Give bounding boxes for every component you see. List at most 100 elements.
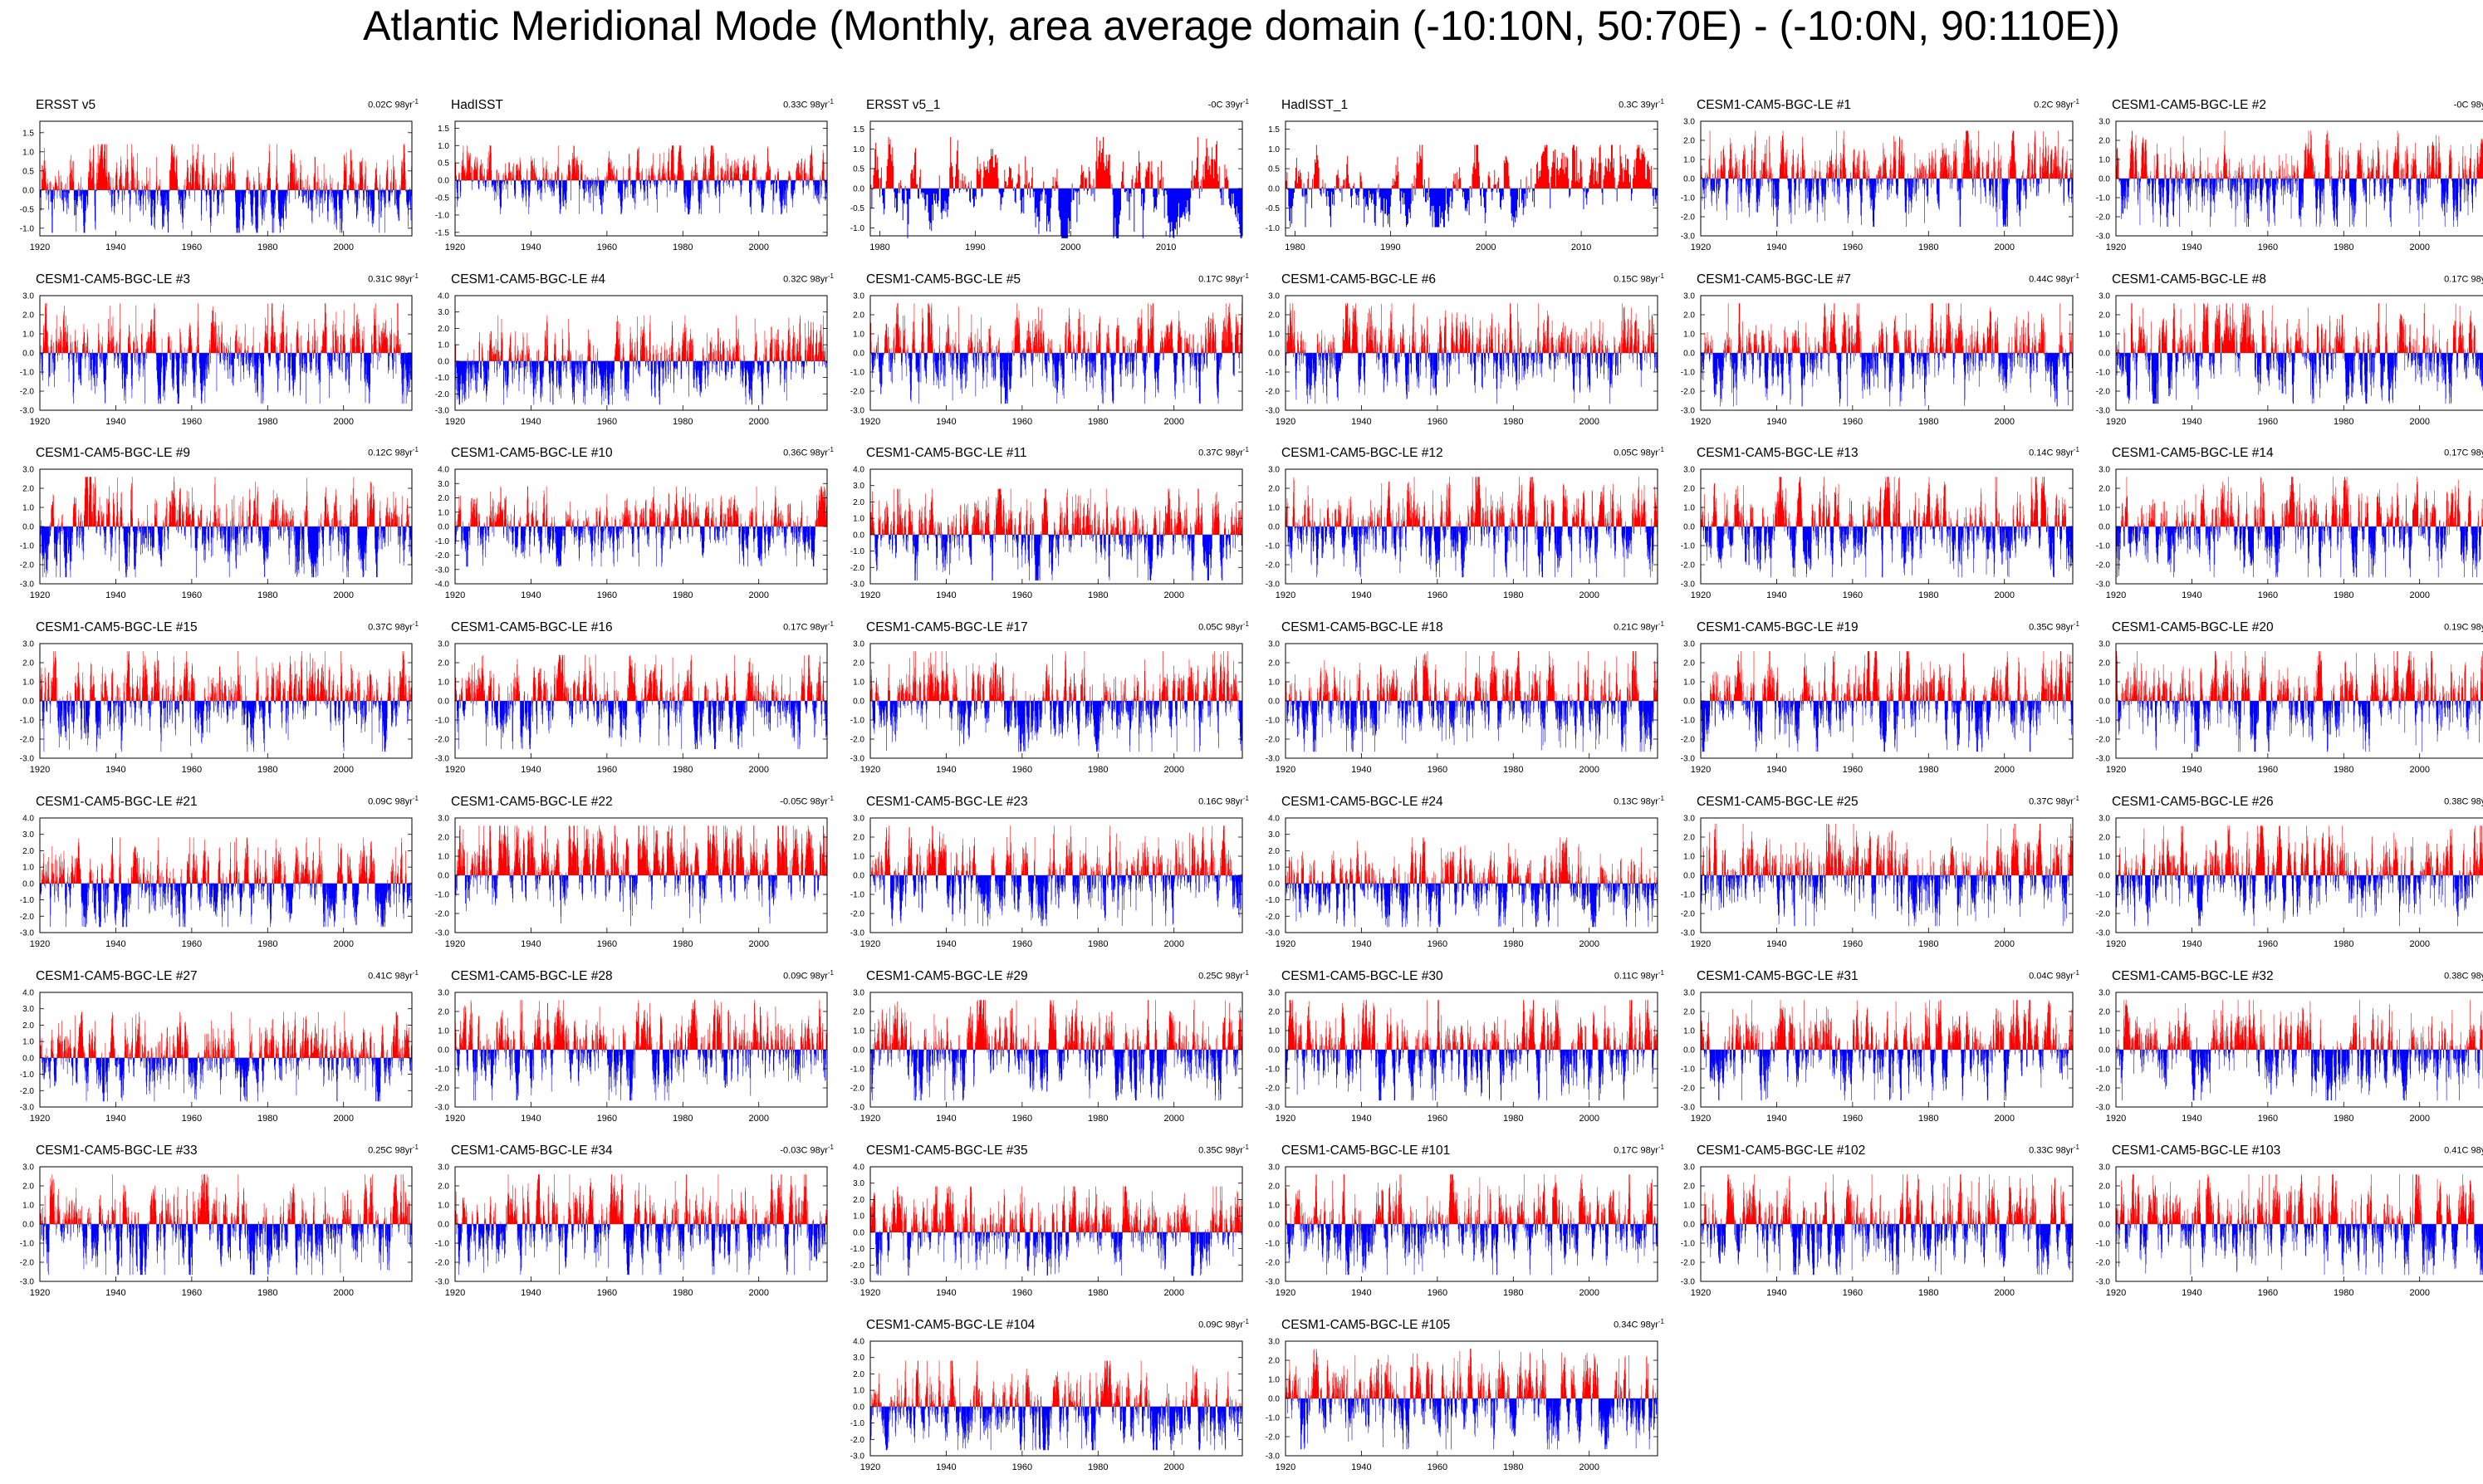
panel-trend-label: 0.02C 98yr-1 [368, 98, 419, 110]
x-tick-label: 2000 [1994, 1114, 2014, 1124]
panel-trend-label: 0.37C 98yr-1 [1198, 446, 1249, 458]
panel-trend-label: 0.33C 98yr-1 [2029, 1144, 2079, 1156]
y-tick-label: 2.0 [2099, 1008, 2110, 1017]
y-tick-label: -1.0 [2096, 194, 2111, 203]
x-tick-label: 1940 [936, 1114, 956, 1124]
x-tick-label: 1980 [1918, 1288, 1938, 1298]
panel-title: CESM1-CAM5-BGC-LE #14 [2112, 446, 2274, 460]
y-tick-label: -1.0 [2096, 369, 2111, 378]
x-tick-label: 1920 [1276, 939, 1295, 949]
y-tick-label: -3.0 [850, 929, 865, 938]
panel-trend-label: 0.36C 98yr-1 [783, 446, 834, 458]
panel-trend-label: 0.04C 98yr-1 [2029, 969, 2079, 982]
panel-42: CESM1-CAM5-BGC-LE #104 0.09C 98yr-1 4.0 3.0… [835, 1318, 1254, 1484]
x-tick-label: 1920 [1276, 765, 1295, 775]
x-tick-label: 1980 [2334, 1288, 2353, 1298]
panel-39: CESM1-CAM5-BGC-LE #101 0.17C 98yr-1 3.0 2.0… [1250, 1144, 1669, 1310]
x-tick-label: 1980 [1503, 1462, 1523, 1472]
x-tick-label: 1980 [1088, 417, 1108, 427]
panel-26: CESM1-CAM5-BGC-LE #23 0.16C 98yr-1 3.0 2.0 1… [835, 795, 1254, 961]
panel-36: CESM1-CAM5-BGC-LE #33 0.25C 98yr-1 3.0 2.0 1… [4, 1144, 424, 1310]
y-tick-label: 1.0 [1683, 504, 1695, 513]
panel-trend-exponent: -1 [1242, 1144, 1249, 1151]
y-tick-label: 2.0 [1268, 1183, 1280, 1192]
x-tick-label: 2000 [1579, 417, 1599, 427]
panel-trend-label: 0.05C 98yr-1 [1198, 620, 1249, 633]
x-tick-label: 2000 [2409, 1114, 2429, 1124]
x-tick-label: 2000 [333, 1114, 353, 1124]
y-tick-label: 3.0 [1683, 292, 1695, 301]
panel-trend-label: 0.37C 98yr-1 [368, 620, 419, 633]
y-tick-label: -2.0 [20, 736, 35, 745]
negative-anomaly-bars [1700, 1224, 2073, 1276]
x-tick-label: 1980 [2334, 1114, 2353, 1124]
y-tick-label: -2.0 [435, 1085, 450, 1094]
plot-frame [39, 120, 413, 237]
panel-21: CESM1-CAM5-BGC-LE #18 0.21C 98yr-1 3.0 2.0 1… [1250, 620, 1669, 786]
y-tick-label: -2.0 [1266, 561, 1281, 571]
x-tick-label: 1920 [1276, 417, 1295, 427]
y-tick-label: 4.0 [22, 989, 34, 998]
panel-trend-exponent: -1 [827, 969, 834, 977]
panel-trend-label: 0.17C 98yr-1 [2444, 272, 2483, 285]
x-tick-label: 1940 [105, 1288, 125, 1298]
panel-title: CESM1-CAM5-BGC-LE #105 [1281, 1318, 1451, 1332]
y-tick-label: 3.0 [1268, 640, 1280, 649]
panel-trend-value: 0.15C 98yr [1614, 274, 1658, 285]
x-tick-label: 2000 [2409, 242, 2429, 252]
negative-anomaly-bars [1287, 1398, 1658, 1450]
y-tick-label: 4.0 [22, 815, 34, 824]
panel-trend-exponent: -1 [1242, 446, 1249, 453]
panel-trend-label: 0.38C 98yr-1 [2444, 795, 2483, 807]
panel-trend-value: -0C 98yr [2453, 100, 2483, 110]
y-tick-label: 0.0 [853, 1228, 864, 1237]
panel-trend-exponent: -1 [1242, 795, 1249, 802]
figure-title: Atlantic Meridional Mode (Monthly, area … [363, 2, 2120, 49]
negative-anomaly-bars [871, 188, 1242, 238]
y-tick-label: 3.0 [1268, 830, 1280, 840]
panel-trend-value: 0.33C 98yr [783, 100, 828, 110]
panel-trend-exponent: -1 [2073, 272, 2079, 280]
x-tick-label: 1960 [1012, 417, 1032, 427]
panel-title: CESM1-CAM5-BGC-LE #21 [36, 795, 198, 809]
panel-trend-label: 0.05C 98yr-1 [1614, 446, 1664, 458]
panel-19: CESM1-CAM5-BGC-LE #16 0.17C 98yr-1 3.0 2.0 1… [419, 620, 839, 786]
panel-6: CESM1-CAM5-BGC-LE #3 0.31C 98yr-1 3.0 2.0 1.… [4, 272, 424, 438]
x-tick-label: 1980 [1918, 590, 1938, 600]
panel-37: CESM1-CAM5-BGC-LE #34 -0.03C 98yr-1 3.0 2.0… [419, 1144, 839, 1310]
x-tick-label: 1980 [1503, 417, 1523, 427]
y-tick-label: -1.0 [20, 1070, 35, 1080]
plot-frame [454, 295, 828, 411]
y-tick-label: -2.0 [1266, 1085, 1281, 1094]
x-tick-label: 1940 [105, 939, 125, 949]
y-tick-label: -0.5 [435, 194, 450, 203]
panel-trend-exponent: -1 [412, 1144, 419, 1151]
x-tick-label: 2000 [1994, 939, 2014, 949]
x-tick-label: 2000 [748, 939, 768, 949]
x-tick-label: 1980 [673, 765, 693, 775]
x-tick-label: 2000 [333, 765, 353, 775]
y-tick-label: 0.0 [2099, 1046, 2110, 1055]
y-tick-label: -3.0 [20, 407, 35, 416]
y-tick-label: -1.0 [435, 1065, 450, 1075]
y-tick-label: 3.0 [22, 292, 34, 301]
x-tick-label: 1920 [1276, 1288, 1295, 1298]
negative-anomaly-bars [39, 527, 412, 578]
x-tick-label: 1940 [2182, 242, 2201, 252]
y-tick-label: 1.0 [1683, 678, 1695, 688]
y-tick-label: -3.0 [850, 407, 865, 416]
y-tick-label: 3.0 [22, 1005, 34, 1014]
positive-anomaly-bars [40, 303, 405, 353]
x-tick-label: 1960 [1843, 939, 1863, 949]
y-tick-label: 1.0 [22, 864, 34, 873]
x-tick-label: 1940 [2182, 417, 2201, 427]
panel-40: CESM1-CAM5-BGC-LE #102 0.33C 98yr-1 3.0 2.0… [1665, 1144, 2084, 1310]
y-tick-label: -1.0 [20, 542, 35, 551]
x-tick-label: 1960 [1428, 939, 1447, 949]
y-tick-label: -3.0 [850, 1104, 865, 1113]
y-tick-label: -1.0 [1266, 717, 1281, 726]
x-tick-label: 1920 [2106, 765, 2126, 775]
y-tick-label: 0.0 [853, 1403, 864, 1412]
